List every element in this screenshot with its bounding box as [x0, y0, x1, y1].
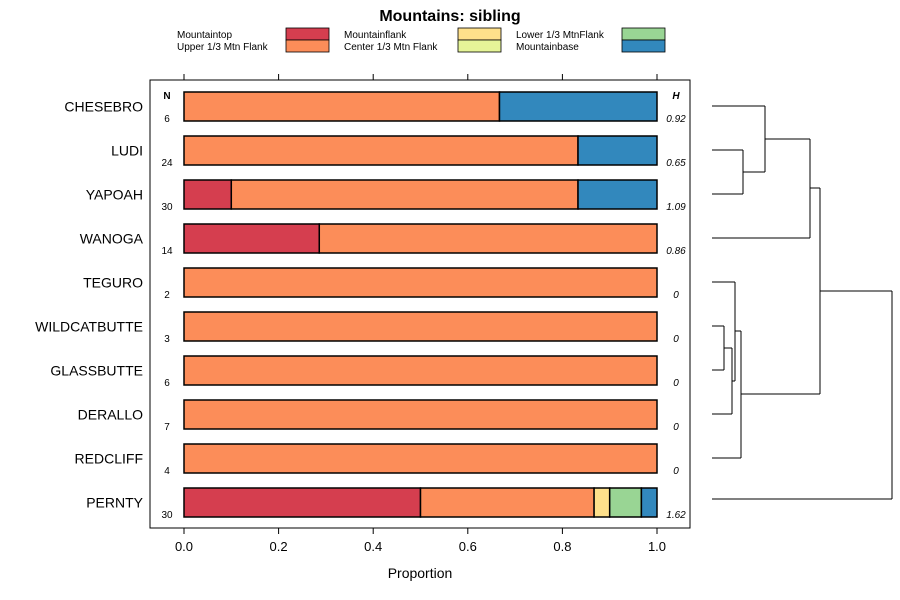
bar-segment [577, 135, 658, 166]
x-tick-label: 1.0 [648, 539, 666, 554]
legend-swatch [285, 27, 330, 41]
bar-segment [593, 487, 611, 518]
bar-segment [419, 487, 595, 518]
legend-swatch [457, 39, 502, 53]
category-label: GLASSBUTTE [50, 363, 143, 379]
bar-segment [498, 91, 658, 122]
h-value: 0 [673, 378, 679, 389]
bar-segment [183, 443, 658, 474]
dendrogram [712, 105, 893, 500]
h-value: 0 [673, 422, 679, 433]
category-label: TEGURO [83, 275, 143, 291]
x-axis: 0.0 0.2 0.4 0.6 0.8 1.0 [175, 74, 666, 554]
x-tick-label: 0.2 [270, 539, 288, 554]
bars [183, 91, 658, 518]
legend-label: Lower 1/3 MtnFlank [516, 30, 605, 41]
bar-segment [183, 223, 321, 254]
h-value: 0 [673, 290, 679, 301]
bar-segment [577, 179, 658, 210]
h-value: 0 [673, 334, 679, 345]
bar-segment [183, 311, 658, 342]
bar-segment [183, 267, 658, 298]
legend-label: Upper 1/3 Mtn Flank [177, 42, 269, 53]
bar-segment [183, 399, 658, 430]
bar-segment [183, 179, 233, 210]
n-value: 3 [164, 334, 170, 345]
legend-label: Mountainflank [344, 30, 407, 41]
h-value: 0 [673, 466, 679, 477]
n-value: 6 [164, 378, 170, 389]
x-axis-label: Proportion [388, 565, 453, 581]
category-label: WANOGA [80, 231, 144, 247]
legend-label: Center 1/3 Mtn Flank [344, 42, 438, 53]
n-header: N [163, 91, 170, 102]
h-value: 0.86 [666, 246, 686, 257]
bar-segment [640, 487, 658, 518]
n-value: 30 [161, 202, 173, 213]
bar-segment [183, 135, 579, 166]
bar-segment [230, 179, 579, 210]
n-value: 7 [164, 422, 170, 433]
category-label: REDCLIFF [75, 451, 143, 467]
n-value: 4 [164, 466, 170, 477]
legend-label: Mountainbase [516, 42, 579, 53]
h-value: 1.09 [666, 202, 686, 213]
h-value: 1.62 [666, 510, 686, 521]
n-value: 2 [164, 290, 170, 301]
n-value: 6 [164, 114, 170, 125]
category-label: PERNTY [86, 495, 143, 511]
bar-segment [183, 91, 501, 122]
legend-swatch [621, 39, 666, 53]
legend-swatch [457, 27, 502, 41]
category-label: LUDI [111, 143, 143, 159]
x-tick-label: 0.6 [459, 539, 477, 554]
bar-segment [183, 355, 658, 386]
category-label: CHESEBRO [64, 99, 143, 115]
legend-swatch [621, 27, 666, 41]
bar-segment [318, 223, 658, 254]
bar-segment [608, 487, 643, 518]
h-value: 0.92 [666, 114, 686, 125]
category-label: DERALLO [78, 407, 143, 423]
chart-title: Mountains: sibling [379, 8, 520, 25]
plot-frame [149, 79, 691, 529]
category-label: YAPOAH [86, 187, 143, 203]
n-value: 14 [161, 246, 173, 257]
n-value: 24 [161, 158, 173, 169]
legend-label: Mountaintop [177, 30, 232, 41]
n-value: 30 [161, 510, 173, 521]
bar-segment [183, 487, 422, 518]
x-tick-label: 0.8 [553, 539, 571, 554]
legend-swatch [285, 39, 330, 53]
category-label: WILDCATBUTTE [35, 319, 143, 335]
x-tick-label: 0.4 [364, 539, 382, 554]
h-value: 0.65 [666, 158, 686, 169]
x-tick-label: 0.0 [175, 539, 193, 554]
h-header: H [672, 91, 680, 102]
